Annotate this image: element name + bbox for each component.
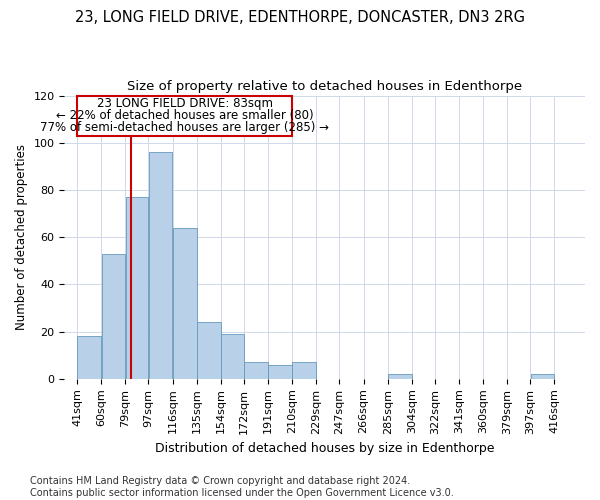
Text: 23 LONG FIELD DRIVE: 83sqm: 23 LONG FIELD DRIVE: 83sqm (97, 98, 272, 110)
Bar (292, 362, 316, 379)
Text: Contains HM Land Registry data © Crown copyright and database right 2024.
Contai: Contains HM Land Registry data © Crown c… (30, 476, 454, 498)
Bar (126, 197, 148, 379)
Text: 77% of semi-detached houses are larger (285) →: 77% of semi-detached houses are larger (… (40, 121, 329, 134)
X-axis label: Distribution of detached houses by size in Edenthorpe: Distribution of detached houses by size … (155, 442, 494, 455)
Bar (197, 322, 221, 379)
Bar (221, 334, 244, 379)
Bar (77, 336, 101, 379)
Bar (388, 374, 412, 379)
Bar (173, 228, 197, 379)
Y-axis label: Number of detached properties: Number of detached properties (15, 144, 28, 330)
Bar (530, 374, 554, 379)
Text: 23, LONG FIELD DRIVE, EDENTHORPE, DONCASTER, DN3 2RG: 23, LONG FIELD DRIVE, EDENTHORPE, DONCAS… (75, 10, 525, 25)
FancyBboxPatch shape (77, 96, 292, 136)
Title: Size of property relative to detached houses in Edenthorpe: Size of property relative to detached ho… (127, 80, 522, 93)
Bar (149, 152, 172, 379)
Bar (244, 362, 268, 379)
Text: ← 22% of detached houses are smaller (80): ← 22% of detached houses are smaller (80… (56, 109, 313, 122)
Bar (101, 254, 125, 379)
Bar (268, 364, 292, 379)
